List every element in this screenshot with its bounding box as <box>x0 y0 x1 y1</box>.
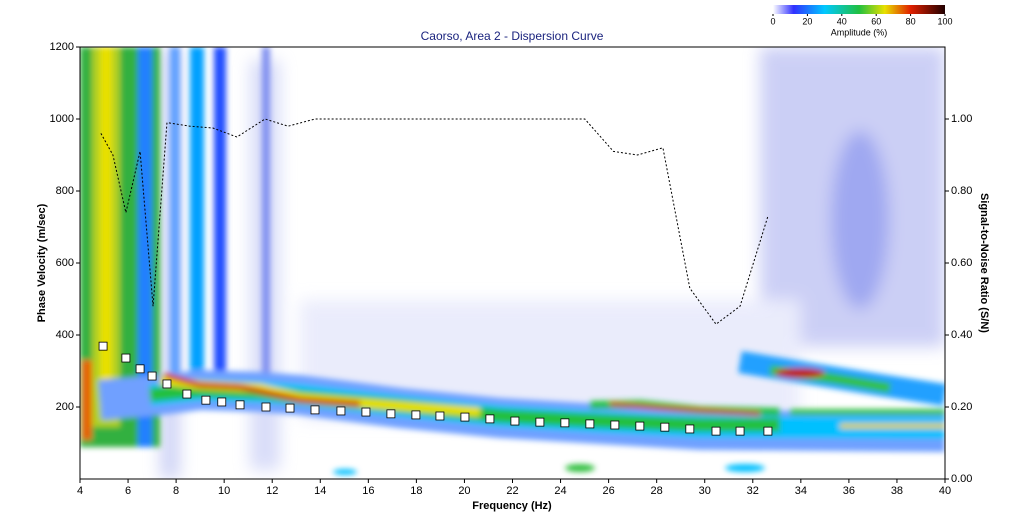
dispersion-point <box>201 395 211 405</box>
dispersion-point <box>610 420 620 430</box>
x-tick-label: 36 <box>843 485 855 497</box>
x-tick-label: 22 <box>506 485 518 497</box>
y2-tick-label: 0.40 <box>951 329 972 341</box>
dispersion-point <box>763 426 773 436</box>
dispersion-point <box>182 389 192 399</box>
dispersion-point <box>147 371 157 381</box>
colorbar-tick-label: 40 <box>837 16 847 26</box>
dispersion-point <box>162 379 172 389</box>
colorbar-tick-label: 80 <box>906 16 916 26</box>
x-axis-label: Frequency (Hz) <box>472 500 552 512</box>
dispersion-point <box>485 414 495 424</box>
y2-tick-label: 0.60 <box>951 257 972 269</box>
x-tick-label: 32 <box>747 485 759 497</box>
dispersion-point <box>361 407 371 417</box>
dispersion-point <box>336 406 346 416</box>
amplitude-image <box>80 47 945 479</box>
dispersion-point <box>535 417 545 427</box>
dispersion-point <box>135 364 145 374</box>
dispersion-point <box>635 421 645 431</box>
colorbar-tick-label: 100 <box>937 16 952 26</box>
x-tick-label: 16 <box>362 485 374 497</box>
dispersion-point <box>560 418 570 428</box>
dispersion-point <box>235 400 245 410</box>
y-tick-label: 1200 <box>50 41 74 53</box>
colorbar-tick-label: 20 <box>802 16 812 26</box>
x-tick-label: 24 <box>554 485 566 497</box>
x-tick-label: 4 <box>77 485 83 497</box>
snr-line <box>100 118 769 325</box>
x-tick-label: 28 <box>651 485 663 497</box>
dispersion-point <box>217 397 227 407</box>
x-tick-label: 38 <box>891 485 903 497</box>
colorbar-tick-label: 60 <box>871 16 881 26</box>
y2-tick-label: 0.80 <box>951 185 972 197</box>
y-tick-label: 600 <box>56 257 74 269</box>
dispersion-point <box>510 416 520 426</box>
x-tick-label: 40 <box>939 485 951 497</box>
dispersion-point <box>711 426 721 436</box>
dispersion-point <box>435 411 445 421</box>
y-tick-label: 800 <box>56 185 74 197</box>
x-tick-label: 30 <box>699 485 711 497</box>
x-tick-label: 10 <box>218 485 230 497</box>
y-tick-label: 200 <box>56 401 74 413</box>
dispersion-point <box>585 419 595 429</box>
y2-axis-label: Signal-to-Noise Ratio (S/N) <box>978 193 990 333</box>
dispersion-point <box>685 424 695 434</box>
x-tick-label: 20 <box>458 485 470 497</box>
y-axis-label: Phase Velocity (m/sec) <box>36 203 48 322</box>
colorbar <box>773 5 945 14</box>
dispersion-point <box>460 412 470 422</box>
x-tick-label: 12 <box>266 485 278 497</box>
dispersion-point <box>310 405 320 415</box>
x-tick-label: 26 <box>602 485 614 497</box>
dispersion-point <box>98 341 108 351</box>
y2-tick-label: 1.00 <box>951 113 972 125</box>
dispersion-point <box>411 410 421 420</box>
chart-title: Caorso, Area 2 - Dispersion Curve <box>421 29 604 43</box>
colorbar-tick-label: 0 <box>770 16 775 26</box>
x-tick-label: 18 <box>410 485 422 497</box>
y-tick-label: 400 <box>56 329 74 341</box>
dispersion-point <box>660 422 670 432</box>
x-tick-label: 6 <box>125 485 131 497</box>
dispersion-point <box>735 426 745 436</box>
colorbar-label: Amplitude (%) <box>831 27 888 37</box>
x-tick-label: 14 <box>314 485 326 497</box>
y-tick-label: 1000 <box>50 113 74 125</box>
dispersion-point <box>261 402 271 412</box>
x-tick-label: 8 <box>173 485 179 497</box>
x-tick-label: 34 <box>795 485 807 497</box>
dispersion-point <box>285 403 295 413</box>
dispersion-point <box>121 353 131 363</box>
dispersion-point <box>386 409 396 419</box>
y2-tick-label: 0.20 <box>951 401 972 413</box>
y2-tick-label: 0.00 <box>951 473 972 485</box>
